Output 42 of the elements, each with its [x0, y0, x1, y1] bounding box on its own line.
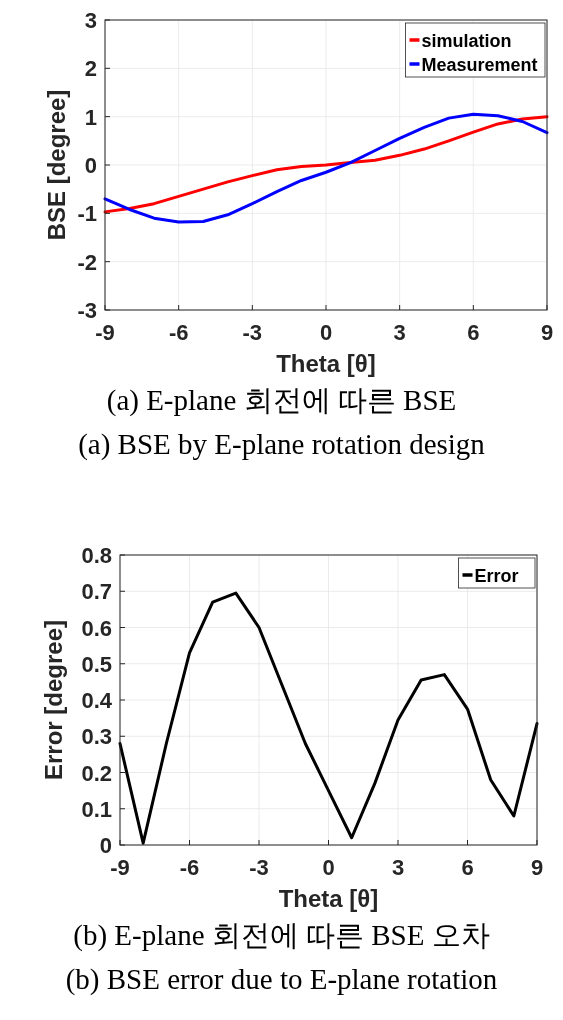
y-axis-title: BSE [degree]: [43, 89, 70, 241]
x-axis-title: Theta [θ]: [278, 885, 379, 912]
y-tick-label: 0: [84, 153, 97, 178]
y-tick-label: 0: [99, 833, 112, 858]
x-tick-label: -3: [242, 320, 263, 345]
y-tick-label: -2: [77, 249, 97, 275]
y-tick-label: 0.5: [81, 651, 112, 677]
x-tick-label: 6: [461, 855, 474, 880]
text: (b) E-plane 회전에 따른 BSE 오차: [73, 919, 490, 952]
x-tick-label: 9: [530, 855, 544, 880]
x-axis-title: Theta [θ]: [276, 350, 376, 377]
legend-label: Measurement: [421, 55, 538, 75]
y-tick-label: -3: [77, 298, 97, 323]
x-tick-label: -9: [95, 320, 115, 345]
y-tick-label: 0.3: [81, 724, 112, 750]
x-tick-label: 9: [540, 320, 554, 345]
y-tick-label: 1: [84, 104, 97, 130]
y-tick-label: 0.4: [81, 688, 113, 713]
x-tick-label: 0: [322, 855, 335, 880]
x-tick-label: -3: [249, 855, 269, 880]
x-tick-label: 0: [319, 320, 333, 345]
y-tick-label: 0.1: [81, 796, 112, 822]
x-tick-label: -6: [179, 855, 200, 880]
y-tick-label: 0.7: [81, 579, 112, 605]
text: (a) E-plane 회전에 따른 BSE: [106, 384, 457, 417]
y-axis-title: Error [degree]: [40, 619, 67, 781]
y-tick-label: 2: [84, 56, 97, 82]
x-tick-label: 3: [391, 855, 405, 880]
y-tick-label: 3: [84, 8, 97, 33]
x-tick-label: 3: [393, 320, 406, 345]
x-tick-label: -6: [168, 320, 189, 345]
text: (b) BSE error due to E-plane rotation: [65, 963, 498, 996]
x-tick-label: 6: [467, 320, 480, 345]
legend-label: simulation: [421, 31, 512, 51]
y-tick-label: 0.6: [81, 615, 112, 641]
y-tick-label: 0.2: [81, 760, 112, 786]
text: (a) BSE by E-plane rotation design: [78, 428, 486, 461]
y-tick-label: 0.8: [81, 543, 112, 568]
line-series: [118, 591, 539, 845]
x-tick-label: -9: [110, 855, 130, 880]
y-tick-label: -1: [77, 201, 97, 227]
legend-label: Error: [474, 566, 519, 586]
